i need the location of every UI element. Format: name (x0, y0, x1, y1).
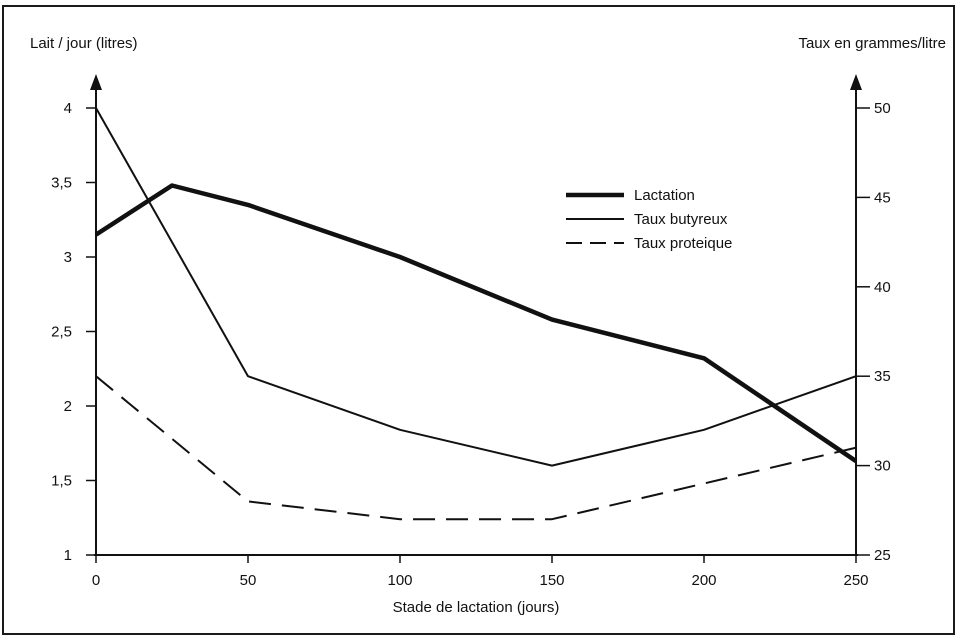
y-left-tick-label: 1,5 (51, 473, 72, 490)
y-right-axis-arrow (850, 74, 862, 90)
legend-label: Taux proteique (634, 235, 732, 252)
x-tick-label: 0 (92, 572, 100, 589)
series-group (94, 107, 858, 521)
series-line-taux-butyreux (95, 107, 857, 467)
y-right-tick-label: 35 (874, 368, 891, 385)
x-tick-label: 250 (843, 572, 868, 589)
y-left-tick-label: 3,5 (51, 175, 72, 192)
y-right-tick-label: 30 (874, 458, 891, 475)
y-right-tick-label: 40 (874, 279, 891, 296)
legend-label: Taux butyreux (634, 211, 728, 228)
y-left-axis-arrow (90, 74, 102, 90)
x-tick-label: 50 (240, 572, 257, 589)
y-left-tick-label: 2 (64, 398, 72, 415)
y-left-axis-title: Lait / jour (litres) (30, 35, 138, 52)
y-left-tick-label: 3 (64, 249, 72, 266)
ticks-group: 0 50 100 150 200 250 1 1,5 2 2,5 3 3,5 4 25 30 35 40 45 50 (51, 100, 891, 589)
x-tick-label: 200 (691, 572, 716, 589)
x-axis-title: Stade de lactation (jours) (393, 599, 560, 616)
series-line-lactation (94, 183, 858, 463)
x-tick-label: 150 (539, 572, 564, 589)
y-right-tick-label: 25 (874, 547, 891, 564)
legend: Lactation Taux butyreux Taux proteique (566, 187, 732, 252)
y-right-tick-label: 50 (874, 100, 891, 117)
y-left-tick-label: 2,5 (51, 324, 72, 341)
axes-group (90, 74, 862, 556)
chart-frame (2, 5, 955, 635)
x-tick-label: 100 (387, 572, 412, 589)
y-right-axis-title: Taux en grammes/litre (798, 35, 946, 52)
y-left-tick-label: 1 (64, 547, 72, 564)
y-left-tick-label: 4 (64, 100, 72, 117)
legend-label: Lactation (634, 187, 695, 204)
y-right-tick-label: 45 (874, 189, 891, 206)
